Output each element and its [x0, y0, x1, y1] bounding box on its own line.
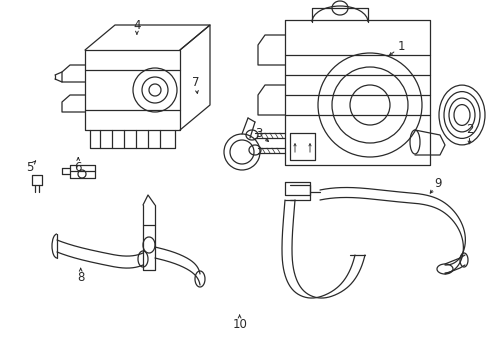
Text: 6: 6	[74, 161, 82, 174]
Text: 4: 4	[133, 19, 141, 32]
Text: 10: 10	[232, 318, 246, 330]
Text: 5: 5	[25, 161, 33, 174]
Text: 2: 2	[465, 123, 472, 136]
Text: 7: 7	[191, 76, 199, 89]
Text: 1: 1	[396, 40, 404, 53]
Text: 3: 3	[255, 127, 263, 140]
Text: 9: 9	[433, 177, 441, 190]
Text: 8: 8	[77, 271, 84, 284]
